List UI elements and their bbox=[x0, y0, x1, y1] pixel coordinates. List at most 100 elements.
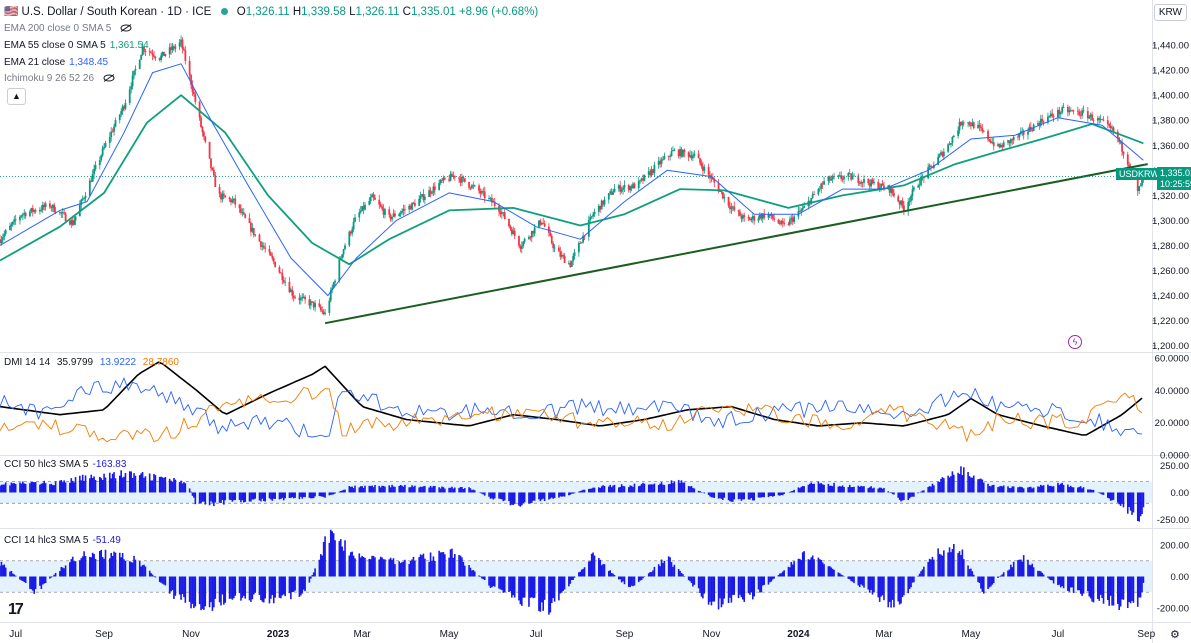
cci50-bar bbox=[398, 485, 401, 493]
cci50-bar bbox=[627, 487, 630, 493]
candle-body bbox=[1066, 107, 1069, 113]
currency-button[interactable]: KRW bbox=[1153, 4, 1187, 21]
candle-body bbox=[663, 156, 666, 159]
cci14-bar bbox=[612, 573, 614, 577]
candle-body bbox=[898, 201, 901, 205]
candle-body bbox=[23, 212, 26, 215]
cci14-bar bbox=[652, 570, 654, 577]
candle-body bbox=[650, 169, 653, 176]
candle-body bbox=[1051, 113, 1054, 117]
cci14-bar bbox=[690, 576, 693, 584]
cci14-bar bbox=[801, 552, 804, 577]
candle-body bbox=[890, 188, 892, 193]
candle-body bbox=[683, 149, 686, 153]
x-tick-label: 2023 bbox=[267, 629, 290, 640]
candle-body bbox=[299, 297, 302, 301]
cci14-bar bbox=[972, 574, 975, 577]
cci14-bar bbox=[1021, 561, 1024, 577]
candle-body bbox=[642, 178, 644, 181]
cci14-bar bbox=[252, 576, 255, 595]
cci50-bar bbox=[108, 472, 111, 493]
cci14-bar bbox=[777, 575, 780, 577]
cci14-bar bbox=[1108, 576, 1111, 606]
legend-ichimoku[interactable]: Ichimoku 9 26 52 26 bbox=[4, 73, 115, 84]
cci50-bar bbox=[458, 487, 460, 493]
candle-body bbox=[391, 216, 393, 220]
cci14-bar bbox=[281, 576, 284, 596]
legend-ema55[interactable]: EMA 55 close 0 SMA 5 1,361.54 bbox=[4, 40, 149, 51]
cci50-bar bbox=[49, 484, 51, 493]
cci50-bar bbox=[1058, 484, 1061, 493]
cci50-bar bbox=[91, 478, 94, 493]
legend-dmi[interactable]: DMI 14 14 35.9799 13.9222 28.7860 bbox=[4, 357, 179, 368]
candle-body bbox=[278, 267, 281, 273]
cci50-bar bbox=[110, 478, 113, 493]
candle-body bbox=[220, 193, 222, 200]
cci14-bar bbox=[33, 576, 36, 594]
cci50-bar bbox=[840, 486, 842, 493]
cci50-bar bbox=[339, 490, 342, 493]
candle-body bbox=[703, 167, 706, 171]
cci50-bar bbox=[221, 492, 224, 501]
candle-body bbox=[901, 200, 904, 206]
candle-body bbox=[1072, 110, 1075, 112]
flash-icon[interactable]: ϟ bbox=[1068, 335, 1082, 349]
candle-body bbox=[140, 54, 143, 60]
cci14-bar bbox=[809, 559, 811, 577]
cci14-bar bbox=[948, 547, 951, 577]
cci14-bar bbox=[503, 576, 506, 593]
candle-body bbox=[977, 124, 979, 129]
cci14-bar bbox=[509, 576, 512, 592]
cci50-bar bbox=[841, 485, 844, 493]
legend-cci14[interactable]: CCI 14 hlc3 SMA 5 -51.49 bbox=[4, 535, 121, 546]
candle-body bbox=[610, 191, 613, 195]
cci14-bar bbox=[498, 576, 500, 589]
cci50-bar bbox=[947, 475, 949, 493]
candle-body bbox=[124, 102, 127, 109]
candle-body bbox=[63, 212, 66, 214]
collapse-legend-button[interactable]: ▲ bbox=[7, 88, 26, 105]
cci50-bar bbox=[501, 492, 503, 500]
candle-body bbox=[623, 185, 626, 188]
cci50-bar bbox=[389, 487, 392, 493]
cci50-bar bbox=[502, 492, 505, 502]
ema21-line bbox=[0, 63, 1144, 297]
cci14-bar bbox=[981, 576, 984, 592]
cci50-bar bbox=[63, 480, 65, 493]
cci50-bar bbox=[607, 486, 610, 493]
hidden-eye-icon[interactable] bbox=[120, 24, 132, 33]
cci14-bar bbox=[887, 576, 890, 608]
gear-icon[interactable]: ⚙ bbox=[1170, 629, 1180, 641]
legend-ema200[interactable]: EMA 200 close 0 SMA 5 bbox=[4, 23, 132, 34]
cci50-bar bbox=[120, 470, 122, 493]
cci50-bar bbox=[288, 492, 291, 498]
cci50-bar bbox=[703, 492, 706, 494]
candle-body bbox=[359, 210, 362, 213]
cci14-bar bbox=[84, 556, 87, 577]
cci14-bar bbox=[1087, 576, 1089, 592]
cci50-bar bbox=[838, 486, 841, 493]
candle-body bbox=[168, 47, 171, 55]
legend-ema21[interactable]: EMA 21 close 1,348.45 bbox=[4, 57, 109, 68]
candle-body bbox=[689, 155, 691, 157]
cci50-bar bbox=[100, 478, 103, 493]
cci14-bar bbox=[770, 576, 773, 582]
cci50-bar bbox=[1131, 492, 1133, 515]
candle-body bbox=[962, 122, 965, 124]
candle-body bbox=[640, 178, 643, 181]
candle-body bbox=[490, 197, 493, 203]
candle-body bbox=[750, 218, 753, 221]
cci50-bar bbox=[60, 480, 63, 493]
cci14-bar bbox=[930, 559, 932, 577]
candle-body bbox=[840, 175, 843, 179]
cci50-bar bbox=[1142, 492, 1145, 508]
hidden-eye-icon[interactable] bbox=[103, 74, 115, 83]
cci50-bar bbox=[513, 492, 516, 504]
candle-body bbox=[274, 261, 277, 268]
cci14-bar bbox=[807, 559, 810, 577]
symbol-title[interactable]: U.S. Dollar / South Korean · 1D · ICE bbox=[21, 6, 212, 18]
cci14-bar bbox=[150, 573, 152, 577]
legend-cci50[interactable]: CCI 50 hlc3 SMA 5 -163.83 bbox=[4, 459, 127, 470]
candle-body bbox=[302, 296, 305, 298]
